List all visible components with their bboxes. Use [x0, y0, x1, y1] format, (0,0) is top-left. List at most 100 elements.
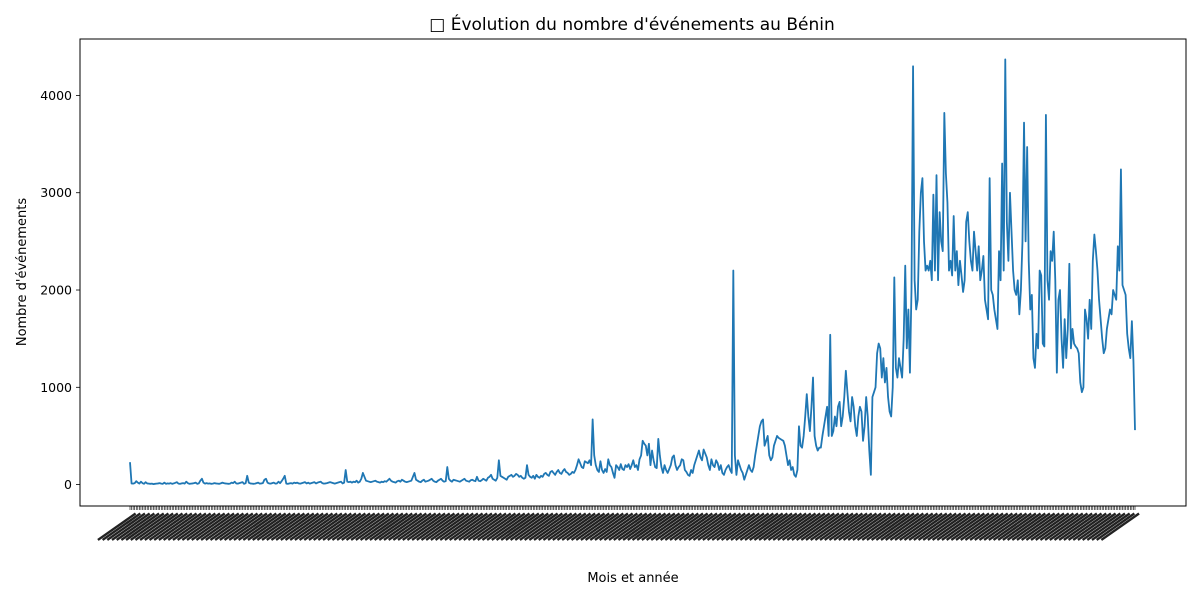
- x-tick-label: [162, 512, 202, 541]
- x-tick-label: [1058, 512, 1098, 541]
- x-tick-label: [519, 512, 559, 541]
- x-tick-label: [584, 512, 624, 541]
- x-tick-label: [730, 512, 770, 541]
- x-tick-label: [744, 512, 784, 541]
- x-tick-label: [786, 512, 826, 541]
- x-tick-label: [106, 512, 146, 541]
- x-tick-label: [1081, 512, 1121, 541]
- x-tick-label: [434, 512, 474, 541]
- x-tick-label: [1067, 512, 1107, 541]
- x-tick-label: [945, 512, 985, 541]
- x-tick-label: [144, 512, 184, 541]
- x-tick-label: [195, 512, 235, 541]
- x-tick-label: [669, 512, 709, 541]
- x-tick-label: [209, 512, 249, 541]
- x-tick-label: [341, 512, 381, 541]
- x-tick-label: [369, 512, 409, 541]
- x-tick-label: [1016, 512, 1056, 541]
- x-tick-label: [505, 512, 545, 541]
- x-tick-label: [237, 512, 277, 541]
- x-tick-label: [598, 512, 639, 541]
- x-tick-label: [101, 512, 141, 541]
- x-tick-label: [974, 512, 1014, 541]
- x-tick-label: [1039, 512, 1079, 541]
- x-tick-label: [191, 512, 231, 541]
- x-tick-label: [411, 512, 451, 541]
- x-tick-label-band: [97, 512, 1140, 541]
- x-tick-label: [941, 512, 981, 541]
- y-tick-label: 0: [64, 477, 72, 492]
- x-tick-label: [247, 512, 287, 541]
- x-tick-label: [650, 512, 690, 541]
- x-tick-label: [1095, 512, 1136, 541]
- x-tick-label: [270, 512, 310, 541]
- x-tick-label: [284, 512, 324, 541]
- x-tick-label: [481, 512, 521, 541]
- x-tick-label: [899, 512, 939, 541]
- x-tick-label: [992, 512, 1032, 541]
- x-tick-label: [1044, 512, 1084, 541]
- x-tick-label: [125, 512, 165, 541]
- x-tick-label: [641, 512, 681, 541]
- x-tick-label: [622, 512, 662, 541]
- x-tick-label: [697, 512, 737, 541]
- x-tick-label: [913, 512, 953, 541]
- x-tick-label: [317, 512, 357, 541]
- x-tick-label: [425, 512, 465, 541]
- x-tick-label: [1002, 512, 1042, 541]
- x-tick-label: [345, 512, 385, 541]
- x-tick-label: [997, 512, 1037, 541]
- x-tick-label: [1025, 512, 1065, 541]
- x-tick-label: [462, 512, 503, 541]
- x-tick-label: [392, 512, 432, 541]
- x-tick-marks: [129, 506, 1136, 510]
- x-tick-label: [673, 512, 714, 541]
- x-tick-label: [683, 512, 723, 541]
- x-tick-label: [139, 512, 179, 541]
- x-tick-label: [205, 512, 245, 541]
- x-tick-label: [870, 512, 910, 541]
- x-tick-label: [819, 512, 859, 541]
- x-tick-label: [627, 512, 667, 541]
- x-tick-label: [1006, 512, 1046, 541]
- x-tick-label: [838, 512, 878, 541]
- x-tick-label: [289, 512, 329, 541]
- x-tick-label: [575, 512, 615, 541]
- x-tick-label: [495, 512, 535, 541]
- x-tick-label: [256, 512, 296, 541]
- x-tick-label: [791, 512, 831, 541]
- x-tick-label: [130, 512, 170, 541]
- x-tick-label: [1035, 512, 1075, 541]
- x-tick-label: [1053, 512, 1093, 541]
- x-tick-label: [847, 512, 887, 541]
- x-tick-label: [228, 512, 268, 541]
- x-tick-label: [111, 512, 151, 541]
- x-tick-label: [795, 512, 835, 541]
- x-tick-label: [387, 512, 428, 541]
- x-axis: [97, 506, 1140, 541]
- x-tick-label: [97, 512, 137, 541]
- x-tick-label: [355, 512, 395, 541]
- y-tick-label: 2000: [40, 283, 72, 298]
- x-tick-label: [931, 512, 971, 541]
- x-tick-label: [880, 512, 920, 541]
- x-tick-label: [856, 512, 896, 541]
- x-tick-label: [430, 512, 470, 541]
- x-tick-label: [922, 512, 962, 541]
- x-tick-label: [664, 512, 704, 541]
- x-tick-label: [1086, 512, 1126, 541]
- x-tick-label: [903, 512, 943, 541]
- x-tick-label: [852, 512, 892, 541]
- x-tick-label: [552, 512, 592, 541]
- x-tick-label: [542, 512, 582, 541]
- x-tick-label: [500, 512, 540, 541]
- chart-title: □ Évolution du nombre d'événements au Bé…: [429, 13, 835, 35]
- x-tick-label: [688, 512, 728, 541]
- x-tick-label: [331, 512, 371, 541]
- x-tick-label: [134, 512, 174, 541]
- x-tick-label: [767, 512, 807, 541]
- x-tick-label: [467, 512, 507, 541]
- x-tick-label: [692, 512, 732, 541]
- x-tick-label: [509, 512, 549, 541]
- x-tick-label: [988, 512, 1028, 541]
